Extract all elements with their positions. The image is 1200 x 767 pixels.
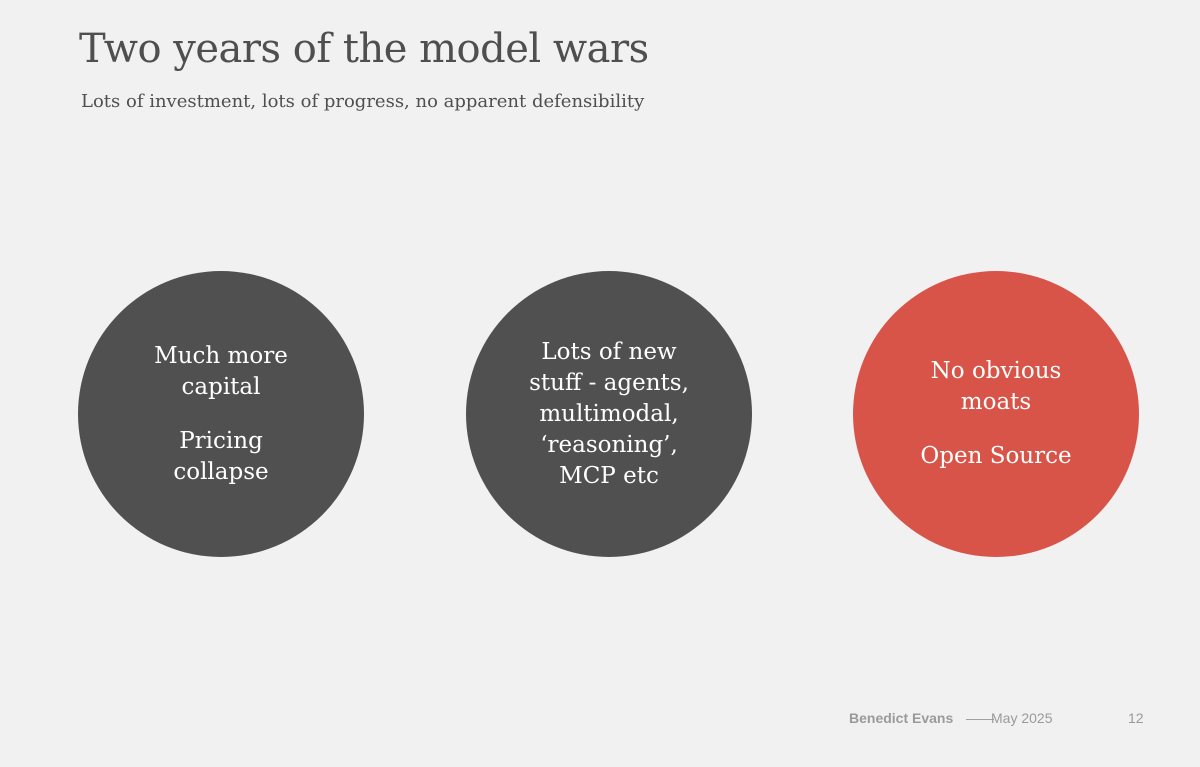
circle-2-line-2: stuff - agents, — [529, 369, 689, 396]
circle-3-line-3: Open Source — [920, 443, 1072, 469]
circle-2-paragraph-1: Lots of new stuff - agents, multimodal, … — [529, 337, 689, 492]
circle-1-paragraph-1: Much more capital — [154, 341, 288, 403]
footer-author: Benedict Evans — [849, 710, 954, 726]
circle-1-line-4: collapse — [173, 458, 269, 485]
circle-3-paragraph-1: No obvious moats — [931, 356, 1062, 418]
circle-no-moats: No obvious moats Open Source — [853, 271, 1139, 557]
circle-2-line-4: ‘reasoning’, — [540, 431, 678, 458]
page-number: 12 — [1128, 710, 1144, 726]
circle-1-line-3: Pricing — [179, 427, 263, 454]
circle-3-line-1: No obvious — [930, 358, 1062, 384]
slide-subtitle: Lots of investment, lots of progress, no… — [81, 91, 645, 112]
circle-3-line-2: moats — [960, 389, 1032, 415]
circle-3-paragraph-2: Open Source — [920, 441, 1071, 472]
circle-capital-pricing: Much more capital Pricing collapse — [78, 271, 364, 557]
circle-1-paragraph-2: Pricing collapse — [173, 426, 268, 488]
slide-title: Two years of the model wars — [79, 26, 649, 72]
circle-2-line-1: Lots of new — [541, 338, 677, 365]
circle-new-stuff: Lots of new stuff - agents, multimodal, … — [466, 271, 752, 557]
circle-1-line-1: Much more — [154, 342, 288, 369]
footer-date: May 2025 — [991, 710, 1053, 726]
footer-separator: —— — [966, 710, 994, 726]
circle-2-line-3: multimodal, — [539, 400, 679, 427]
circle-1-line-2: capital — [181, 373, 261, 400]
circle-2-line-5: MCP etc — [559, 462, 659, 489]
